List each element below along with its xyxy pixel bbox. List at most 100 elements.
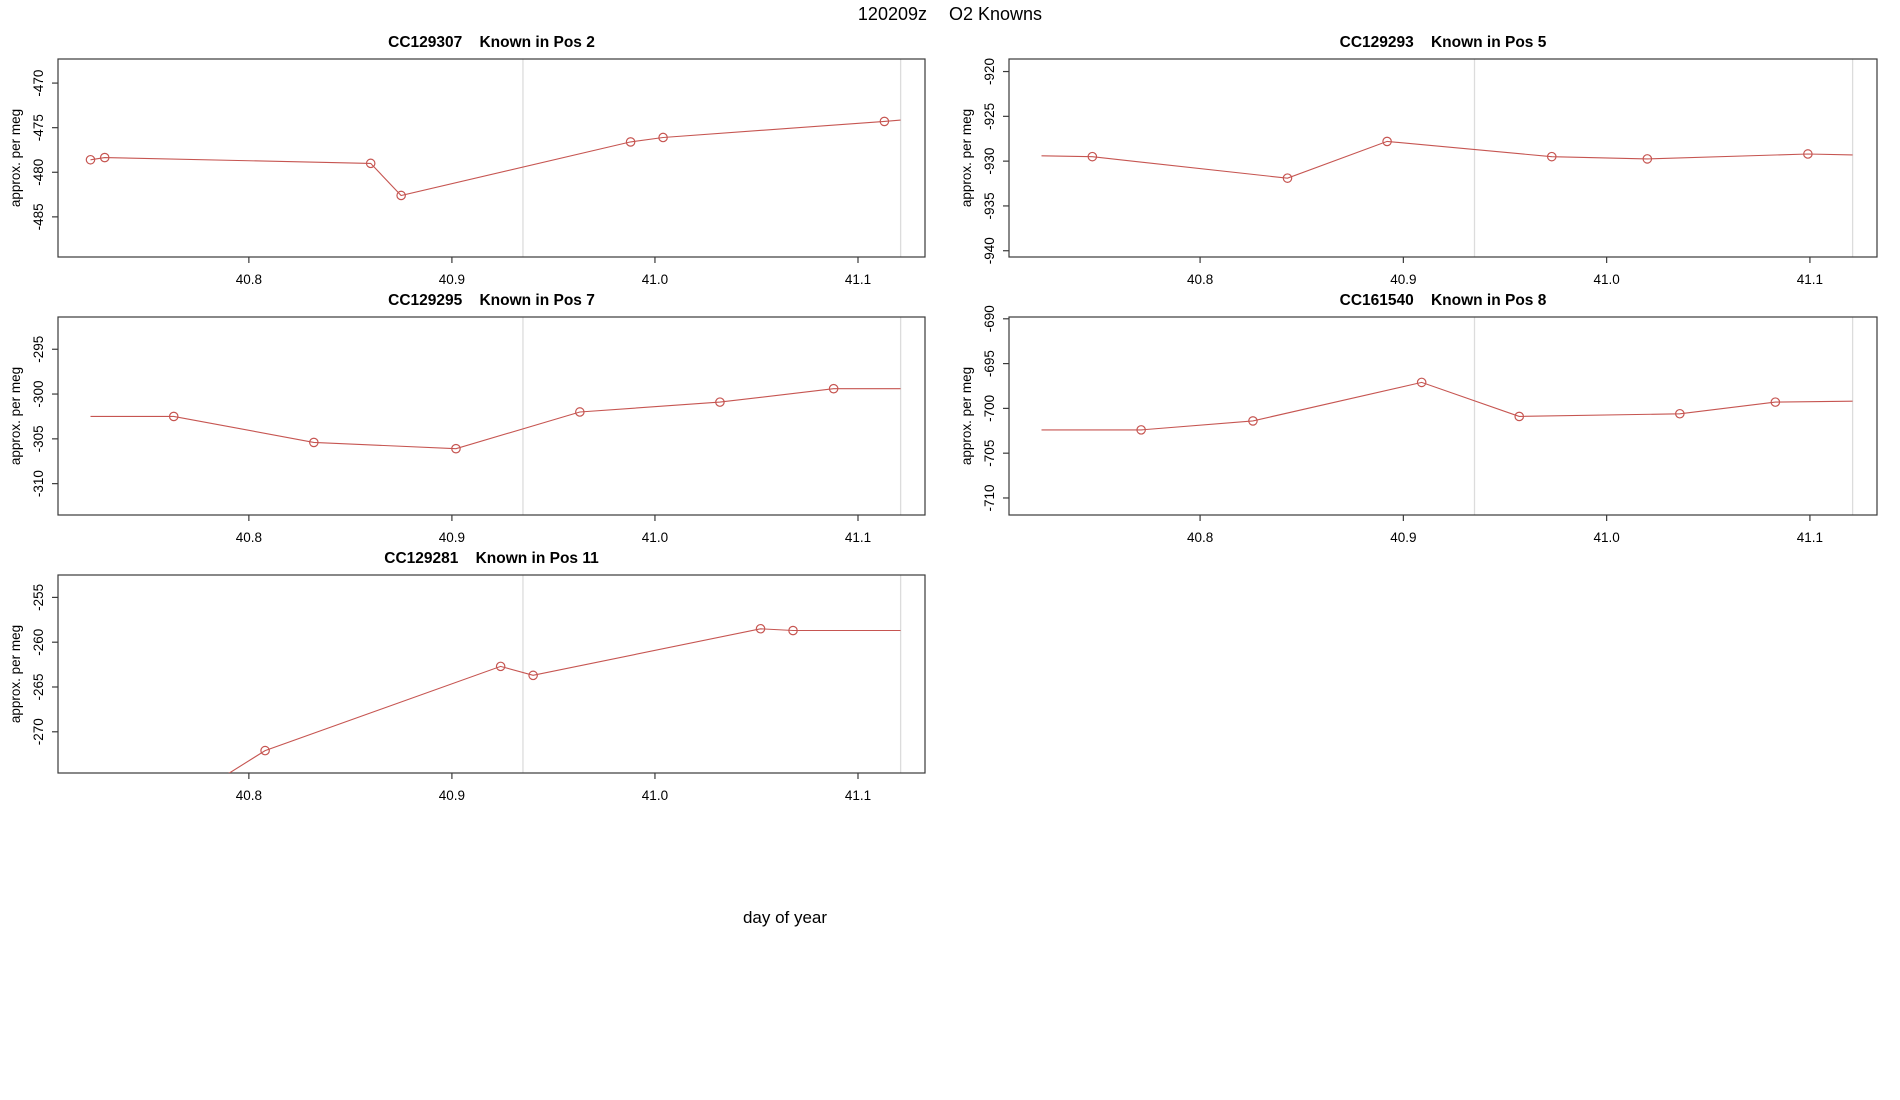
data-point — [658, 132, 668, 143]
x-tick-label: 41.1 — [845, 788, 871, 803]
x-tick-label: 40.8 — [1187, 530, 1213, 545]
data-point — [625, 137, 636, 147]
x-tick-label: 41.1 — [1797, 272, 1823, 287]
x-tick-label: 41.0 — [642, 530, 668, 545]
data-point — [1282, 173, 1293, 183]
y-tick-label: -295 — [31, 336, 46, 363]
main-title-subtitle: O2 Knowns — [949, 4, 1043, 24]
data-point — [1416, 377, 1427, 388]
y-tick-label: -690 — [982, 305, 997, 332]
series-line — [90, 119, 901, 197]
main-title-run-id: 120209z — [857, 4, 927, 24]
data-point — [451, 443, 461, 454]
y-tick-label: -310 — [31, 470, 46, 497]
y-tick-label: -940 — [982, 237, 997, 264]
x-tick-label: 41.0 — [642, 272, 668, 287]
data-point — [365, 158, 376, 169]
panel-CC129293: CC129293 Known in Pos 5 40.8 40.9 41.0 41.1 -… — [959, 34, 1878, 287]
panel-title: CC129293 Known in Pos 5 — [1340, 34, 1547, 51]
x-tick-label: 40.9 — [439, 788, 465, 803]
data-point — [309, 437, 319, 448]
panel-title: CC129281 Known in Pos 11 — [384, 550, 599, 567]
main-title: 120209z O2 Knowns — [0, 4, 1900, 25]
panel-border — [57, 58, 926, 258]
y-tick-label: -270 — [31, 718, 46, 745]
data-point — [85, 154, 96, 165]
data-point — [1642, 154, 1653, 164]
data-point — [879, 116, 890, 127]
x-tick-label: 40.8 — [236, 530, 262, 545]
y-axis-label: approx. per meg — [8, 367, 23, 465]
data-point — [755, 623, 766, 634]
y-tick-label: -485 — [31, 203, 46, 230]
x-tick-label: 41.1 — [845, 272, 871, 287]
y-tick-label: -480 — [31, 159, 46, 186]
y-axis-label: approx. per meg — [8, 109, 23, 207]
y-tick-label: -925 — [982, 103, 997, 130]
data-point — [1382, 136, 1392, 147]
x-axis-outer-label: day of year — [742, 908, 828, 927]
panel-border — [1008, 316, 1878, 516]
panel-CC129295: CC129295 Known in Pos 7 40.8 40.9 41.0 41.1 -… — [8, 292, 926, 545]
data-point — [396, 190, 406, 201]
data-point — [99, 152, 110, 163]
data-point — [528, 670, 538, 681]
y-tick-label: -300 — [31, 381, 46, 408]
panel-border — [57, 316, 926, 516]
data-point — [1803, 149, 1813, 159]
data-point — [1514, 411, 1525, 422]
series-line — [1041, 140, 1853, 179]
y-axis-label: approx. per meg — [8, 625, 23, 723]
x-tick-label: 40.8 — [236, 272, 262, 287]
x-tick-label: 41.0 — [642, 788, 668, 803]
y-tick-label: -255 — [31, 584, 46, 611]
x-tick-label: 41.0 — [1593, 530, 1619, 545]
data-point — [828, 383, 839, 394]
y-tick-label: -930 — [982, 148, 997, 175]
panel-border — [1008, 58, 1878, 258]
panel-border — [57, 574, 926, 774]
y-tick-label: -470 — [31, 70, 46, 97]
panel-CC129307: CC129307 Known in Pos 2 40.8 40.9 41.0 41.1 -… — [8, 34, 926, 287]
y-tick-label: -705 — [982, 440, 997, 467]
panel-title: CC129295 Known in Pos 7 — [388, 292, 595, 309]
data-point — [1770, 397, 1781, 407]
x-tick-label: 40.8 — [236, 788, 262, 803]
x-tick-label: 41.1 — [845, 530, 871, 545]
panel-title: CC161540 Known in Pos 8 — [1340, 292, 1547, 309]
data-point — [788, 625, 798, 636]
y-tick-label: -700 — [982, 395, 997, 422]
series-line — [228, 628, 901, 773]
x-tick-label: 40.9 — [439, 530, 465, 545]
panel-title: CC129307 Known in Pos 2 — [388, 34, 595, 51]
y-tick-label: -260 — [31, 629, 46, 656]
panel-CC129281: CC129281 Known in Pos 11 40.8 40.9 41.0 41.1… — [8, 550, 926, 803]
data-point — [495, 661, 506, 672]
panel-CC161540: CC161540 Known in Pos 8 40.8 40.9 41.0 41.1 -… — [959, 292, 1878, 545]
y-tick-label: -265 — [31, 673, 46, 700]
x-tick-label: 41.0 — [1593, 272, 1619, 287]
data-point — [1136, 425, 1146, 435]
data-point — [168, 411, 179, 422]
data-point — [575, 407, 585, 417]
data-point — [1087, 151, 1098, 162]
data-point — [260, 745, 270, 756]
x-tick-label: 40.9 — [439, 272, 465, 287]
y-tick-label: -305 — [31, 425, 46, 452]
y-tick-label: -475 — [31, 114, 46, 141]
data-point — [715, 397, 725, 407]
x-tick-label: 40.9 — [1390, 530, 1416, 545]
series-line — [90, 388, 901, 450]
x-tick-label: 40.9 — [1390, 272, 1416, 287]
data-point — [1546, 151, 1557, 162]
x-tick-label: 40.8 — [1187, 272, 1213, 287]
series-line — [1041, 381, 1853, 431]
y-axis-label: approx. per meg — [959, 367, 974, 465]
data-point — [1675, 408, 1685, 419]
y-tick-label: -935 — [982, 192, 997, 219]
y-tick-label: -710 — [982, 484, 997, 511]
y-tick-label: -695 — [982, 350, 997, 377]
y-tick-label: -920 — [982, 58, 997, 85]
